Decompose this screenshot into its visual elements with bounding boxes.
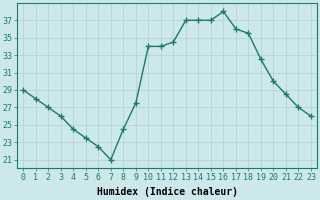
- X-axis label: Humidex (Indice chaleur): Humidex (Indice chaleur): [97, 187, 237, 197]
